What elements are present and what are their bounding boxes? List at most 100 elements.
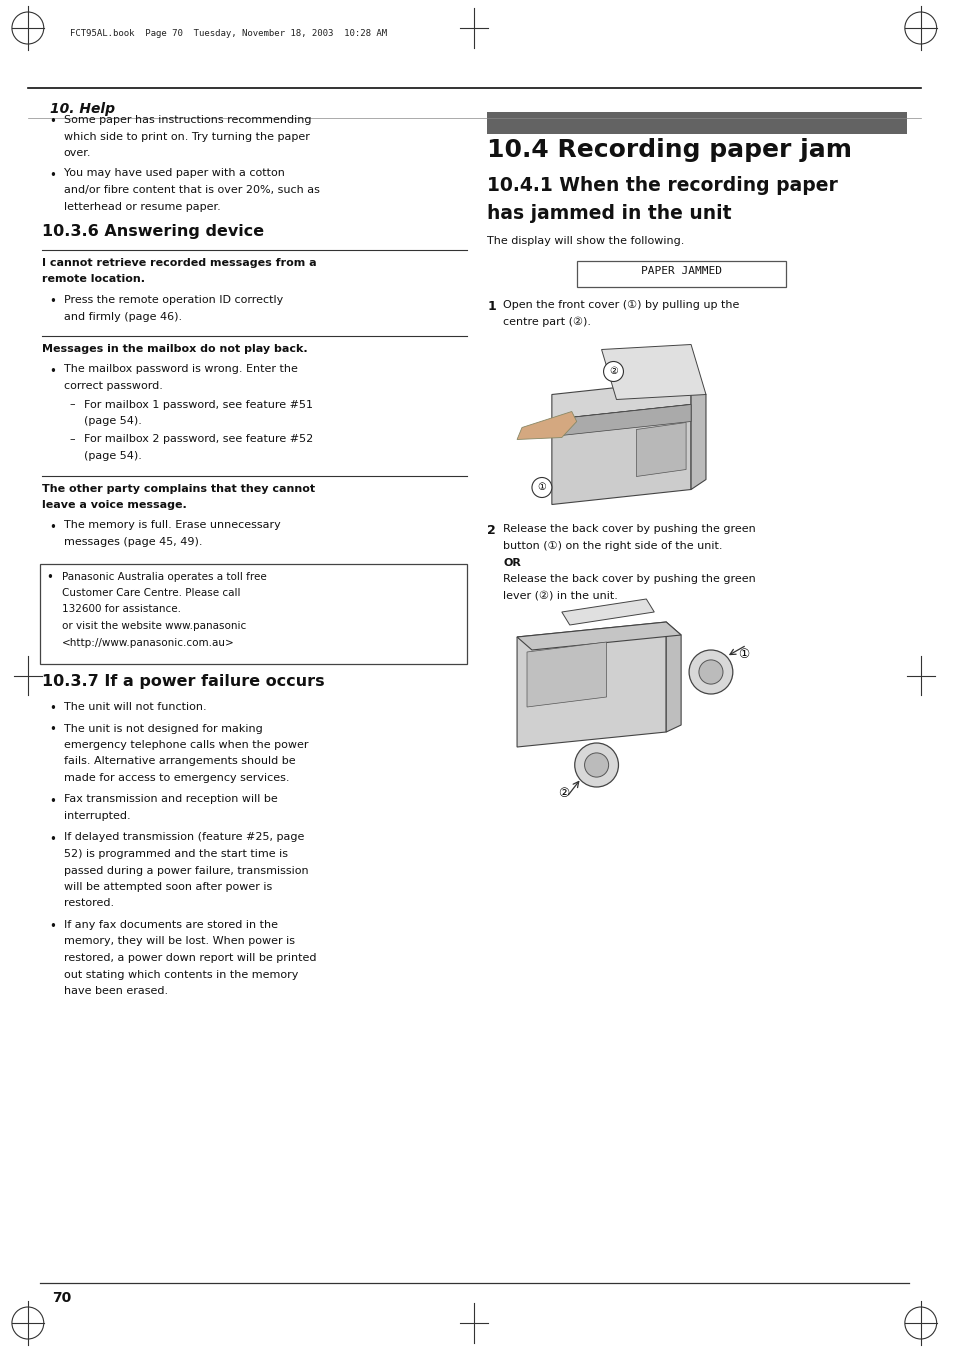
Text: button (①) on the right side of the unit.: button (①) on the right side of the unit… xyxy=(502,540,721,551)
Text: 10.4.1 When the recording paper: 10.4.1 When the recording paper xyxy=(487,176,838,195)
Text: ②: ② xyxy=(609,366,618,377)
Polygon shape xyxy=(551,404,690,436)
Circle shape xyxy=(688,650,732,694)
Text: I cannot retrieve recorded messages from a: I cannot retrieve recorded messages from… xyxy=(42,258,316,267)
Text: •: • xyxy=(50,169,56,181)
Text: restored.: restored. xyxy=(64,898,113,908)
Text: emergency telephone calls when the power: emergency telephone calls when the power xyxy=(64,740,308,750)
Text: •: • xyxy=(50,724,56,736)
Text: 2: 2 xyxy=(487,524,496,538)
Text: Panasonic Australia operates a toll free: Panasonic Australia operates a toll free xyxy=(62,571,266,581)
Bar xyxy=(40,563,467,663)
Bar xyxy=(577,261,784,286)
Text: 1: 1 xyxy=(487,300,496,313)
Circle shape xyxy=(584,753,608,777)
Text: remote location.: remote location. xyxy=(42,274,145,285)
Bar xyxy=(487,112,906,134)
Text: interrupted.: interrupted. xyxy=(64,811,131,821)
Text: and/or fibre content that is over 20%, such as: and/or fibre content that is over 20%, s… xyxy=(64,185,319,195)
Text: The other party complains that they cannot: The other party complains that they cann… xyxy=(42,484,314,493)
Text: Messages in the mailbox do not play back.: Messages in the mailbox do not play back… xyxy=(42,345,307,354)
Text: FCT95AL.book  Page 70  Tuesday, November 18, 2003  10:28 AM: FCT95AL.book Page 70 Tuesday, November 1… xyxy=(70,28,386,38)
Text: •: • xyxy=(50,115,56,128)
Text: •: • xyxy=(50,832,56,846)
Text: If delayed transmission (feature #25, page: If delayed transmission (feature #25, pa… xyxy=(64,832,304,843)
Text: 70: 70 xyxy=(51,1292,71,1305)
Circle shape xyxy=(532,477,551,497)
Text: –: – xyxy=(70,435,75,444)
Text: •: • xyxy=(50,703,56,715)
Text: have been erased.: have been erased. xyxy=(64,986,168,996)
Text: fails. Alternative arrangements should be: fails. Alternative arrangements should b… xyxy=(64,757,294,766)
Text: For mailbox 1 password, see feature #51: For mailbox 1 password, see feature #51 xyxy=(84,400,313,409)
Text: 10. Help: 10. Help xyxy=(50,101,114,116)
Text: 132600 for assistance.: 132600 for assistance. xyxy=(62,604,180,615)
Text: Some paper has instructions recommending: Some paper has instructions recommending xyxy=(64,115,311,126)
Text: •: • xyxy=(50,295,56,308)
Text: •: • xyxy=(50,794,56,808)
Text: The unit will not function.: The unit will not function. xyxy=(64,703,206,712)
Text: ②: ② xyxy=(558,788,569,800)
Text: <http://www.panasonic.com.au>: <http://www.panasonic.com.au> xyxy=(62,638,234,647)
Text: Release the back cover by pushing the green: Release the back cover by pushing the gr… xyxy=(502,524,755,535)
Text: •: • xyxy=(50,920,56,934)
Text: 52) is programmed and the start time is: 52) is programmed and the start time is xyxy=(64,848,288,859)
Text: The unit is not designed for making: The unit is not designed for making xyxy=(64,724,262,734)
Text: ①: ① xyxy=(537,482,546,493)
Polygon shape xyxy=(526,642,606,707)
Polygon shape xyxy=(636,423,685,477)
Text: has jammed in the unit: has jammed in the unit xyxy=(487,204,731,223)
Text: lever (②) in the unit.: lever (②) in the unit. xyxy=(502,590,618,600)
Text: centre part (②).: centre part (②). xyxy=(502,317,591,327)
Text: (page 54).: (page 54). xyxy=(84,416,141,426)
Polygon shape xyxy=(551,380,690,420)
Text: Fax transmission and reception will be: Fax transmission and reception will be xyxy=(64,794,277,804)
Text: will be attempted soon after power is: will be attempted soon after power is xyxy=(64,882,272,892)
Text: If any fax documents are stored in the: If any fax documents are stored in the xyxy=(64,920,277,929)
Text: made for access to emergency services.: made for access to emergency services. xyxy=(64,773,289,784)
Text: For mailbox 2 password, see feature #52: For mailbox 2 password, see feature #52 xyxy=(84,435,313,444)
Text: The mailbox password is wrong. Enter the: The mailbox password is wrong. Enter the xyxy=(64,365,297,374)
Text: 10.3.6 Answering device: 10.3.6 Answering device xyxy=(42,224,264,239)
Circle shape xyxy=(574,743,618,788)
Text: 10.4 Recording paper jam: 10.4 Recording paper jam xyxy=(487,138,851,162)
Polygon shape xyxy=(561,598,654,626)
Text: •: • xyxy=(50,520,56,534)
Circle shape xyxy=(603,362,623,381)
Text: letterhead or resume paper.: letterhead or resume paper. xyxy=(64,201,220,212)
Circle shape xyxy=(699,659,722,684)
Text: messages (page 45, 49).: messages (page 45, 49). xyxy=(64,536,202,547)
Text: which side to print on. Try turning the paper: which side to print on. Try turning the … xyxy=(64,131,309,142)
Text: 10.3.7 If a power failure occurs: 10.3.7 If a power failure occurs xyxy=(42,674,324,689)
Polygon shape xyxy=(551,404,690,504)
Text: Customer Care Centre. Please call: Customer Care Centre. Please call xyxy=(62,588,240,598)
Polygon shape xyxy=(517,621,680,650)
Text: You may have used paper with a cotton: You may have used paper with a cotton xyxy=(64,169,284,178)
Text: restored, a power down report will be printed: restored, a power down report will be pr… xyxy=(64,952,315,963)
Polygon shape xyxy=(665,621,680,732)
Text: –: – xyxy=(70,400,75,409)
Text: •: • xyxy=(50,365,56,377)
Text: or visit the website www.panasonic: or visit the website www.panasonic xyxy=(62,621,246,631)
Text: OR: OR xyxy=(502,558,520,567)
Text: ①: ① xyxy=(737,648,748,661)
Text: correct password.: correct password. xyxy=(64,381,162,390)
Text: memory, they will be lost. When power is: memory, they will be lost. When power is xyxy=(64,936,294,947)
Text: and firmly (page 46).: and firmly (page 46). xyxy=(64,312,182,322)
Text: The display will show the following.: The display will show the following. xyxy=(487,236,684,246)
Text: out stating which contents in the memory: out stating which contents in the memory xyxy=(64,970,297,979)
Text: leave a voice message.: leave a voice message. xyxy=(42,500,187,509)
Text: Press the remote operation ID correctly: Press the remote operation ID correctly xyxy=(64,295,283,305)
Polygon shape xyxy=(517,621,665,747)
Text: (page 54).: (page 54). xyxy=(84,451,141,461)
Text: The memory is full. Erase unnecessary: The memory is full. Erase unnecessary xyxy=(64,520,280,531)
Text: PAPER JAMMED: PAPER JAMMED xyxy=(640,266,720,277)
Text: •: • xyxy=(47,571,53,585)
Text: passed during a power failure, transmission: passed during a power failure, transmiss… xyxy=(64,866,308,875)
Text: over.: over. xyxy=(64,149,91,158)
Text: Open the front cover (①) by pulling up the: Open the front cover (①) by pulling up t… xyxy=(502,300,739,311)
Polygon shape xyxy=(517,412,577,439)
Text: Release the back cover by pushing the green: Release the back cover by pushing the gr… xyxy=(502,574,755,584)
Polygon shape xyxy=(601,345,705,400)
Polygon shape xyxy=(690,380,705,489)
